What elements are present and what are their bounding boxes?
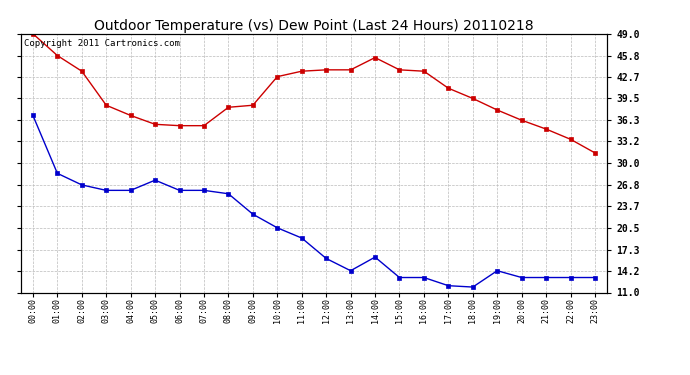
Text: Copyright 2011 Cartronics.com: Copyright 2011 Cartronics.com (23, 39, 179, 48)
Title: Outdoor Temperature (vs) Dew Point (Last 24 Hours) 20110218: Outdoor Temperature (vs) Dew Point (Last… (94, 19, 534, 33)
